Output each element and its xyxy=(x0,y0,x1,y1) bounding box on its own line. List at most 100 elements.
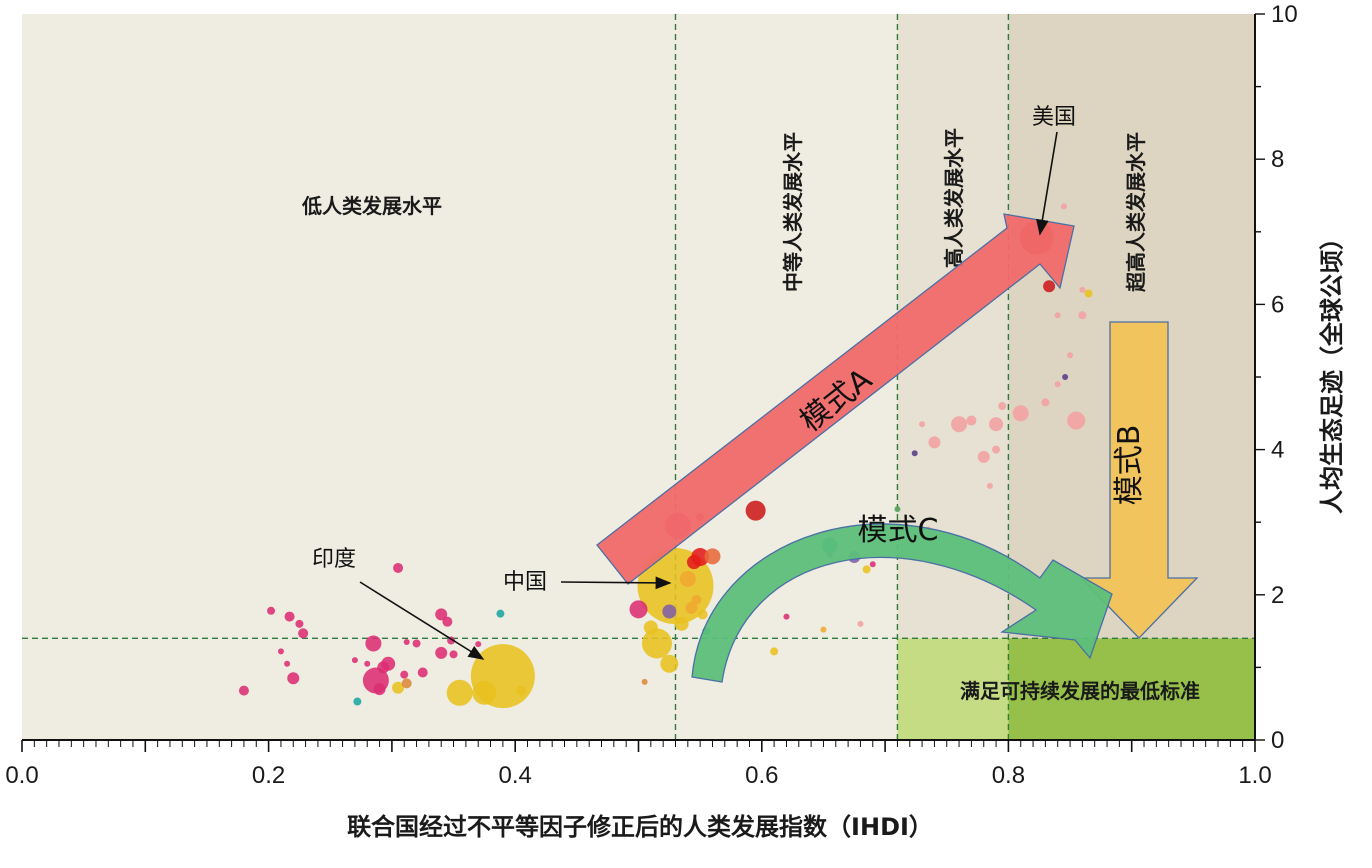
data-point xyxy=(287,672,300,685)
data-point xyxy=(417,667,428,678)
data-point xyxy=(919,421,926,428)
pattern-b-label: 模式B xyxy=(1112,425,1147,506)
data-point xyxy=(496,609,505,618)
data-point xyxy=(472,680,497,705)
data-point xyxy=(928,436,941,449)
data-point xyxy=(674,616,689,631)
data-point xyxy=(1054,312,1061,319)
y-axis-title: 人均生态足迹（全球公顷） xyxy=(1318,226,1346,514)
data-point xyxy=(951,416,968,433)
data-point xyxy=(1060,203,1067,210)
data-point xyxy=(857,620,864,627)
zone-label-0: 低人类发展水平 xyxy=(301,194,442,218)
data-point xyxy=(629,600,648,619)
data-point xyxy=(685,601,698,614)
data-point xyxy=(442,616,453,627)
annotation-usa: 美国 xyxy=(1032,105,1076,130)
threshold-box-light xyxy=(897,638,1009,740)
data-point xyxy=(365,635,382,652)
zone-labels: 低人类发展水平 中等人类发展水平 高人类发展水平 超高人类发展水平 xyxy=(301,128,1148,293)
data-point xyxy=(820,626,827,633)
data-point xyxy=(662,604,677,619)
data-point xyxy=(697,609,708,620)
data-point xyxy=(381,656,396,671)
data-point xyxy=(353,697,362,706)
x-tick-label: 0.2 xyxy=(252,762,285,789)
data-point xyxy=(412,639,421,648)
data-point xyxy=(1078,311,1087,320)
data-point xyxy=(401,678,412,689)
data-point xyxy=(783,613,790,620)
data-point xyxy=(446,679,473,706)
pattern-c-label: 模式C xyxy=(858,513,939,548)
data-point xyxy=(298,628,309,639)
annotation-china: 中国 xyxy=(503,570,547,595)
data-point xyxy=(435,608,448,621)
data-point xyxy=(284,660,291,667)
data-point xyxy=(267,606,276,615)
data-point xyxy=(992,445,1001,454)
pattern-a-arrow xyxy=(596,213,1075,585)
x-tick-label: 0.8 xyxy=(992,762,1025,789)
data-point xyxy=(516,685,527,696)
data-point xyxy=(295,619,304,628)
x-axis-title: 联合国经过不平等因子修正后的人类发展指数（IHDI） xyxy=(347,813,933,841)
zone-band-0 xyxy=(22,14,676,740)
threshold-box: 满足可持续发展的最低标准 xyxy=(897,638,1255,740)
data-point xyxy=(393,562,404,573)
x-tick-label: 0.0 xyxy=(5,762,38,789)
data-point xyxy=(641,628,672,659)
y-tick-label: 0 xyxy=(1271,727,1284,754)
zone-label-3: 超高人类发展水平 xyxy=(1124,132,1148,293)
data-points xyxy=(238,203,1093,709)
data-point xyxy=(641,678,648,685)
data-point xyxy=(998,402,1007,411)
data-point xyxy=(686,555,701,570)
pattern-b-arrow xyxy=(1079,321,1199,639)
data-point xyxy=(1062,374,1069,380)
y-tick-label: 4 xyxy=(1271,437,1284,464)
data-point xyxy=(351,657,358,664)
data-point xyxy=(400,670,409,679)
y-tick-label: 6 xyxy=(1271,291,1284,318)
data-point xyxy=(911,450,918,457)
data-point xyxy=(977,450,990,463)
data-point xyxy=(1041,398,1050,407)
data-point xyxy=(986,482,993,489)
y-tick-label: 8 xyxy=(1271,146,1284,173)
axes: 0.0 0.2 0.4 0.6 0.8 1.00 2 4 6 8 10 联合国经过不平等因子修正后的人… xyxy=(5,1,1346,841)
annotation-india-arrow xyxy=(359,581,485,660)
data-point xyxy=(643,620,658,635)
annotation-china-arrow xyxy=(560,576,672,590)
data-point xyxy=(1054,381,1061,388)
data-point xyxy=(1079,286,1086,293)
x-tick-label: 0.6 xyxy=(745,762,778,789)
data-point xyxy=(284,611,295,622)
data-point xyxy=(679,570,696,587)
zone-label-1: 中等人类发展水平 xyxy=(781,132,805,292)
data-point xyxy=(704,548,721,565)
data-point xyxy=(1012,405,1029,422)
data-point xyxy=(745,500,766,521)
data-point xyxy=(449,650,458,659)
data-point xyxy=(475,641,482,648)
zone-band-2 xyxy=(897,14,1009,740)
data-point xyxy=(238,685,249,696)
data-point xyxy=(894,506,901,513)
x-tick-label: 0.4 xyxy=(499,762,532,789)
data-point xyxy=(364,660,371,667)
data-point xyxy=(403,638,410,645)
threshold-box-dark xyxy=(1008,638,1255,740)
data-point xyxy=(1043,280,1056,293)
annotation-usa-arrow xyxy=(1036,131,1058,236)
y-tick-label: 2 xyxy=(1271,582,1284,609)
zone-label-2: 高人类发展水平 xyxy=(942,128,966,268)
data-point xyxy=(373,683,386,696)
data-point xyxy=(1067,352,1074,359)
data-point xyxy=(966,415,977,426)
annotation-india: 印度 xyxy=(312,547,356,572)
data-point xyxy=(770,647,779,656)
data-point xyxy=(691,594,702,605)
